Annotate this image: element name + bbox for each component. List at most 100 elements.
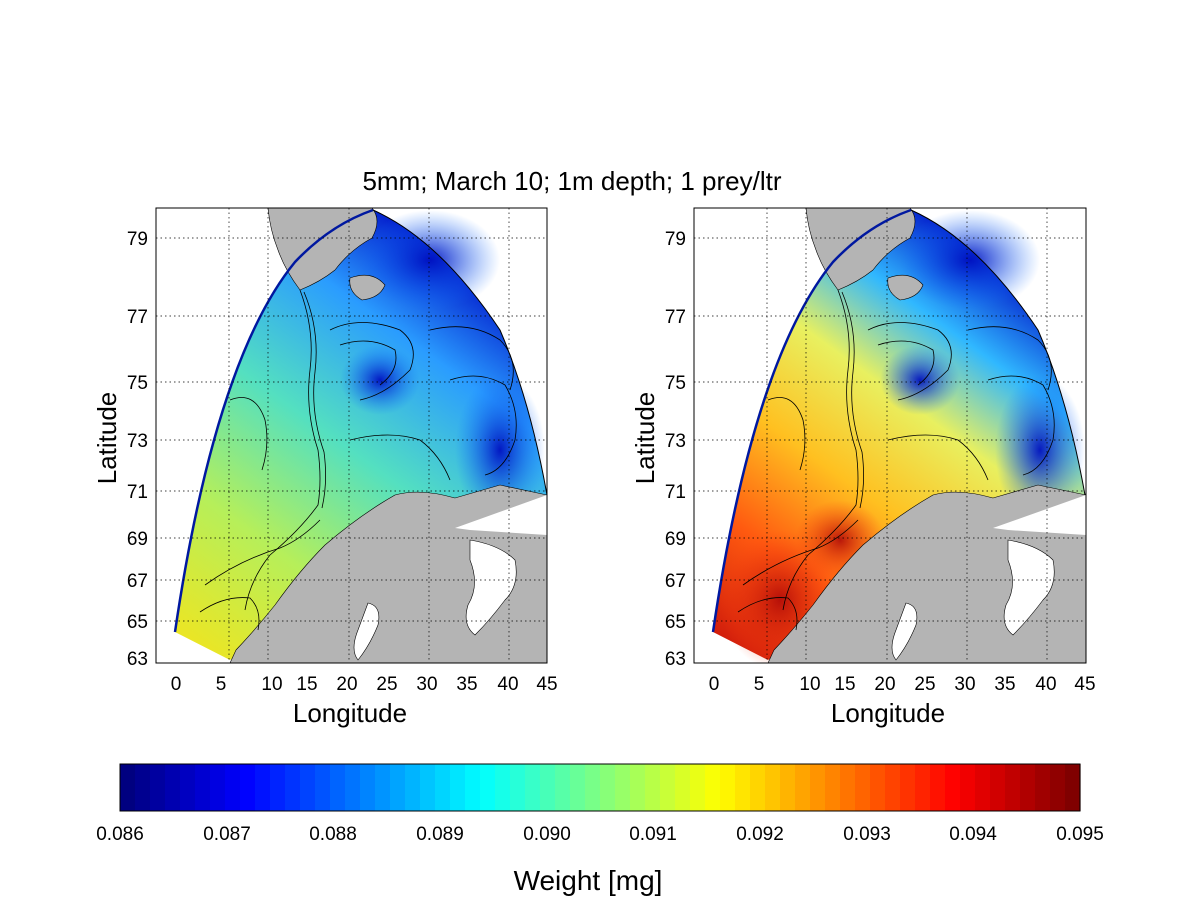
colorbar-tick-label: 0.087: [203, 824, 251, 845]
y-tick-label: 75: [127, 373, 148, 394]
colorbar-swatch: [1005, 764, 1021, 811]
x-tick-label: 10: [799, 674, 820, 695]
y-tick-label: 71: [665, 482, 686, 503]
x-tick-label: 35: [456, 674, 477, 695]
map-right-border: [693, 207, 1087, 664]
colorbar-swatch: [885, 764, 901, 811]
map-left-white-sea: [465, 539, 517, 636]
colorbar-swatch: [870, 764, 886, 811]
map-right-domain-arc: [910, 209, 1086, 496]
colorbar-border: [119, 763, 1081, 812]
map-right-y-ticks: 79 77 75 73 71 69 67 65 63: [665, 229, 686, 670]
colorbar-swatch: [510, 764, 526, 811]
y-tick-label: 65: [665, 612, 686, 633]
map-left-x-ticks: 0 5 10 15 20 25 30 35 40 45: [171, 674, 558, 695]
map-right-lake: [891, 602, 918, 661]
colorbar-swatch: [270, 764, 286, 811]
colorbar-swatch: [1020, 764, 1036, 811]
figure-title: 5mm; March 10; 1m depth; 1 prey/ltr: [362, 166, 781, 196]
x-tick-label: 45: [536, 674, 557, 695]
colorbar-tick-label: 0.090: [523, 824, 571, 845]
x-tick-label: 0: [171, 674, 182, 695]
colorbar-swatch: [660, 764, 676, 811]
map-left-land-island: [349, 274, 386, 301]
x-tick-label: 40: [497, 674, 518, 695]
colorbar-swatch: [480, 764, 496, 811]
x-tick-label: 15: [834, 674, 855, 695]
map-right-cold-patch: [995, 375, 1085, 525]
colorbar-swatch: [570, 764, 586, 811]
map-left-cold-patch: [360, 210, 500, 310]
colorbar-swatch: [795, 764, 811, 811]
colorbar-swatch: [285, 764, 301, 811]
colorbar-swatch: [810, 764, 826, 811]
colorbar-swatch: [630, 764, 646, 811]
colorbar-swatch: [945, 764, 961, 811]
y-tick-label: 79: [127, 229, 148, 250]
colorbar-swatch: [720, 764, 736, 811]
colorbar-swatch: [165, 764, 181, 811]
colorbar-swatch: [735, 764, 751, 811]
colorbar-tick-label: 0.094: [949, 824, 997, 845]
y-tick-label: 67: [665, 571, 686, 592]
colorbar-swatch: [1065, 764, 1081, 811]
x-tick-label: 5: [216, 674, 227, 695]
x-tick-label: 30: [416, 674, 437, 695]
y-tick-label: 69: [127, 529, 148, 550]
colorbar-tick-label: 0.086: [96, 824, 144, 845]
colorbar-swatch: [210, 764, 226, 811]
y-tick-label: 73: [665, 431, 686, 452]
map-right-domain-edge: [711, 208, 912, 633]
colorbar-swatch: [855, 764, 871, 811]
map-left-land-svalbard: [267, 208, 378, 291]
y-tick-label: 75: [665, 373, 686, 394]
map-right-ylabel: Latitude: [630, 392, 660, 485]
colorbar-swatch: [300, 764, 316, 811]
y-tick-label: 67: [127, 571, 148, 592]
colorbar-label: Weight [mg]: [514, 865, 663, 896]
colorbar-swatch: [555, 764, 571, 811]
colorbar-swatch: [765, 764, 781, 811]
colorbar-swatch: [600, 764, 616, 811]
colorbar-swatch: [690, 764, 706, 811]
map-left-domain-arc: [372, 209, 547, 496]
colorbar-swatch: [405, 764, 421, 811]
colorbar-swatch: [705, 764, 721, 811]
map-left: 0 5 10 15 20 25 30 35 40 45 79 77 75 73 …: [92, 207, 558, 728]
map-right-outside-domain: [993, 495, 1086, 535]
colorbar-swatch: [915, 764, 931, 811]
map-left-ylabel: Latitude: [92, 392, 122, 485]
x-tick-label: 30: [954, 674, 975, 695]
x-tick-label: 5: [754, 674, 765, 695]
map-left-lake: [353, 602, 380, 661]
colorbar-tick-label: 0.089: [416, 824, 464, 845]
y-tick-label: 73: [127, 431, 148, 452]
colorbar-swatch: [750, 764, 766, 811]
colorbar-swatches: [120, 764, 1081, 811]
colorbar-ticks: 0.086 0.087 0.088 0.089 0.090 0.091 0.09…: [96, 824, 1104, 845]
y-tick-label: 65: [127, 612, 148, 633]
x-tick-label: 0: [709, 674, 720, 695]
colorbar-swatch: [1035, 764, 1051, 811]
y-tick-label: 63: [665, 649, 686, 670]
x-tick-label: 15: [296, 674, 317, 695]
colorbar-swatch: [435, 764, 451, 811]
colorbar-swatch: [135, 764, 151, 811]
colorbar-swatch: [1050, 764, 1066, 811]
colorbar-swatch: [645, 764, 661, 811]
colorbar-swatch: [420, 764, 436, 811]
colorbar-swatch: [540, 764, 556, 811]
x-tick-label: 10: [261, 674, 282, 695]
colorbar-swatch: [900, 764, 916, 811]
colorbar-swatch: [195, 764, 211, 811]
colorbar-swatch: [225, 764, 241, 811]
colorbar-tick-label: 0.088: [309, 824, 357, 845]
colorbar-swatch: [255, 764, 271, 811]
x-tick-label: 20: [874, 674, 895, 695]
colorbar-swatch: [360, 764, 376, 811]
y-tick-label: 77: [127, 307, 148, 328]
colorbar-swatch: [120, 764, 136, 811]
x-tick-label: 25: [914, 674, 935, 695]
map-left-sea-field: [175, 210, 547, 660]
colorbar-swatch: [465, 764, 481, 811]
